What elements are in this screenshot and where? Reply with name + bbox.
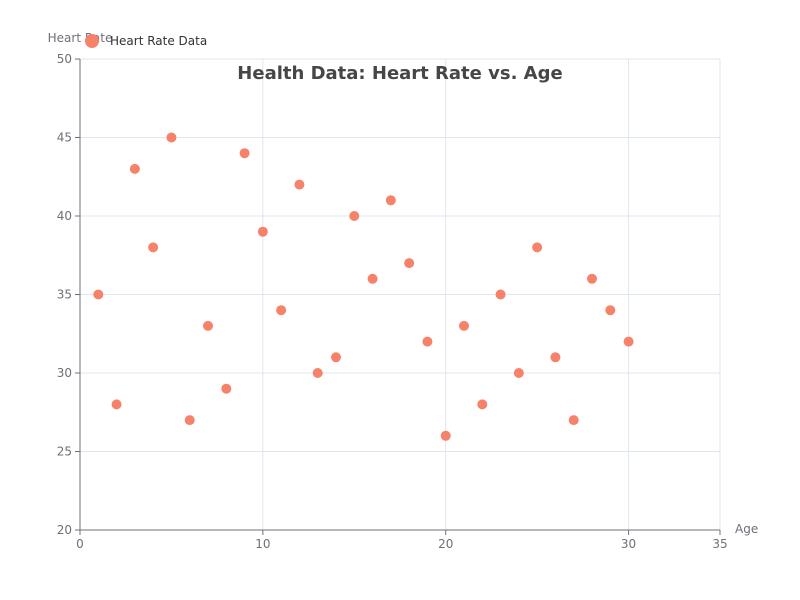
legend[interactable]: Heart Rate Data [85,34,207,48]
data-point[interactable] [513,368,524,378]
data-point[interactable] [404,258,415,269]
data-points [93,132,634,441]
y-axis-label: Heart Rate [48,31,113,45]
data-point[interactable] [184,415,195,426]
x-tick-label: 0 [76,537,84,551]
grid [75,58,721,535]
y-tick-label: 20 [57,523,72,537]
y-tick-label: 35 [57,288,72,302]
data-point[interactable] [294,179,305,190]
legend-label: Heart Rate Data [110,34,207,48]
data-point[interactable] [111,399,122,410]
data-point[interactable] [422,336,433,347]
x-tick-label: 10 [255,537,270,551]
data-point[interactable] [221,383,232,394]
y-tick-label: 30 [57,366,72,380]
data-point[interactable] [495,289,506,300]
data-point[interactable] [148,242,159,253]
data-point[interactable] [203,320,213,331]
data-point[interactable] [312,368,323,378]
data-point[interactable] [367,273,378,284]
data-point[interactable] [459,320,469,331]
data-point[interactable] [331,352,341,363]
data-point[interactable] [477,399,488,410]
data-point[interactable] [349,211,360,221]
data-point[interactable] [276,305,287,316]
data-point[interactable] [257,226,268,237]
axes [79,59,720,531]
data-point[interactable] [93,289,104,300]
data-point[interactable] [532,242,543,253]
legend-marker [85,34,99,48]
data-point[interactable] [550,352,561,363]
data-point[interactable] [568,415,579,426]
data-point[interactable] [440,430,451,441]
data-point[interactable] [239,148,250,159]
tick-labels: 20 25 30 35 40 45 50 0 10 20 30 35 [57,52,728,551]
x-tick-label: 20 [438,537,453,551]
y-tick-label: 40 [57,209,72,223]
data-point[interactable] [605,305,616,316]
x-tick-label: 30 [621,537,636,551]
chart-title: Health Data: Heart Rate vs. Age [237,63,562,84]
x-axis-label: Age [735,522,758,536]
data-point[interactable] [166,132,177,143]
data-point[interactable] [623,336,634,347]
data-point[interactable] [129,163,140,174]
y-tick-label: 50 [57,52,72,66]
y-tick-label: 25 [57,445,72,459]
x-tick-label: 35 [712,537,727,551]
y-tick-label: 45 [57,131,72,145]
data-point[interactable] [385,195,396,206]
data-point[interactable] [587,273,597,284]
